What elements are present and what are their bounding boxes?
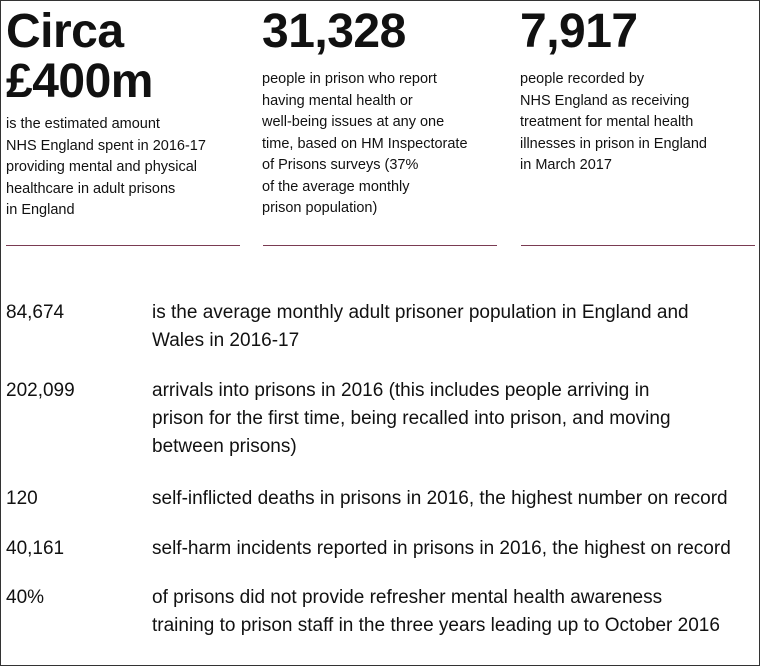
card-divider [6, 245, 240, 246]
stat-text: arrivals into prisons in 2016 (this incl… [152, 380, 671, 457]
stat-card-treatment: 7,917 people recorded by NHS England as … [520, 7, 754, 177]
stat-number: 40,161 [6, 538, 65, 559]
card-divider [263, 245, 497, 246]
stat-number: 40% [6, 587, 45, 608]
stat-number: 120 [6, 488, 38, 509]
stat-card-description: is the estimated amount NHS England spen… [6, 116, 206, 218]
stat-text: self-harm incidents reported in prisons … [152, 538, 731, 559]
card-divider [521, 245, 755, 246]
stat-card-figure: 7,917 [520, 5, 638, 58]
stat-text: of prisons did not provide refresher men… [152, 587, 720, 636]
stat-card-figure: Circa £400m [6, 5, 153, 108]
stat-card-spending: Circa £400m is the estimated amount NHS … [6, 7, 240, 222]
stat-text: is the average monthly adult prisoner po… [152, 302, 689, 351]
stat-card-figure: 31,328 [262, 5, 406, 58]
stat-card-mental-health-issues: 31,328 people in prison who report havin… [262, 7, 496, 220]
stat-card-description: people recorded by NHS England as receiv… [520, 71, 707, 173]
stat-text: self-inflicted deaths in prisons in 2016… [152, 488, 728, 509]
stat-card-description: people in prison who report having menta… [262, 71, 468, 216]
stat-number: 202,099 [6, 380, 75, 401]
stat-number: 84,674 [6, 302, 65, 323]
